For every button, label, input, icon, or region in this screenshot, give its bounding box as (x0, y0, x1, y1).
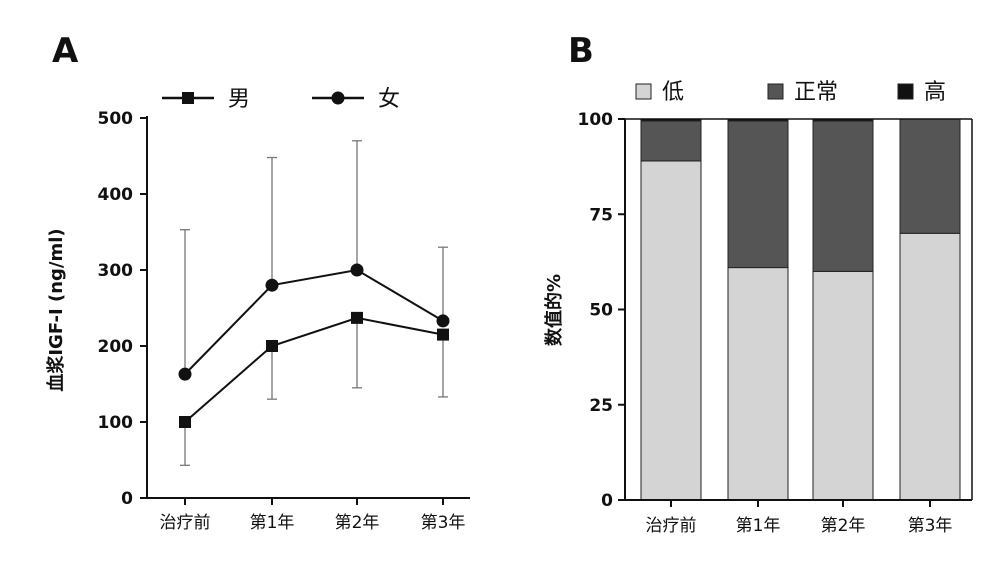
panel-a-point-female (178, 367, 192, 381)
panel-b-bar-segment-normal (640, 120, 702, 162)
panel-a-point-male (351, 311, 363, 324)
panel-b-x-tick-label: 第2年 (821, 516, 866, 536)
panel-a-legend-label-female: 女 (378, 87, 400, 112)
panel-b-bar-segment-normal (727, 120, 789, 269)
panel-b-bar-segment-low (727, 267, 789, 501)
panel-a-line-chart: A 血浆IGF-I (ng/ml) 男女 0100200300400500治疗前… (45, 31, 470, 533)
panel-b-y-tick-label: 25 (589, 396, 613, 416)
panel-a-series-line-male (184, 316, 444, 423)
panel-a-legend-marker-female (331, 91, 345, 105)
panel-a-y-tick-label: 0 (121, 489, 133, 509)
panel-a-y-tick-label: 200 (98, 337, 134, 357)
panel-b-bar-segment-normal (812, 120, 874, 272)
panel-a-legend: 男女 (162, 87, 400, 112)
panel-a-axes: 0 100 200 300 400 500 治疗前 第1年 第2年 第3年 (98, 109, 470, 533)
panel-a-point-female (350, 263, 364, 277)
panel-b-legend-label-low: 低 (662, 80, 684, 105)
panel-a-point-male (266, 340, 278, 352)
panel-b-y-axis-label: 数值的% (543, 274, 565, 346)
panel-b-legend-swatch-high (897, 83, 914, 100)
panel-a-x-tick-label: 第3年 (421, 513, 466, 533)
panel-a-x-tick-label: 第1年 (250, 513, 295, 533)
panel-b-legend: 低 正常 高 (635, 80, 946, 105)
panel-b-x-tick-label: 第1年 (736, 516, 781, 536)
panel-b-bar-segment-normal (899, 118, 961, 234)
panel-a-y-tick-label: 500 (98, 109, 134, 129)
panel-b-x-tick-label: 第3年 (908, 516, 953, 536)
panel-b-legend-label-high: 高 (924, 80, 946, 105)
panel-a-x-tick-label: 治疗前 (160, 513, 211, 533)
panel-b-y-tick-label: 50 (589, 301, 613, 321)
panel-a-point-male (179, 416, 191, 428)
panel-b-y-tick-label: 100 (578, 110, 614, 130)
panel-a-label: A (52, 31, 79, 71)
panel-b-bar-segment-low (899, 232, 961, 501)
panel-a-point-male (437, 328, 449, 341)
panel-a-point-female (265, 278, 279, 292)
panel-b-y-tick-label: 0 (601, 491, 613, 511)
panel-a-legend-label-male: 男 (228, 87, 250, 112)
panel-b-legend-swatch-normal (767, 83, 784, 100)
panel-b-bar-segment-low (640, 160, 702, 501)
panel-a-x-tick-label: 第2年 (335, 513, 380, 533)
panel-a-y-tick-label: 300 (98, 261, 134, 281)
panel-b-bar-segment-low (812, 270, 874, 501)
panel-b-axes: 0 25 50 75 100 治疗前 第1年 第2年 第3年 (578, 110, 973, 536)
panel-b-stacked-bar-chart: B 数值的% 低 正常 高 0 25 50 75 100 治疗前 第1年 第2年 第3年 (543, 31, 973, 536)
panel-a-point-female (436, 314, 450, 328)
panel-a-y-axis-label: 血浆IGF-I (ng/ml) (45, 228, 67, 391)
panel-a-y-tick-label: 400 (98, 185, 134, 205)
panel-a-series (178, 140, 450, 466)
panel-b-x-tick-label: 治疗前 (646, 516, 697, 536)
panel-b-legend-label-normal: 正常 (794, 80, 838, 105)
panel-b-y-tick-label: 75 (589, 205, 613, 225)
panel-a-series-line-female (184, 268, 444, 375)
panel-b-label: B (568, 31, 594, 71)
panel-a-y-tick-label: 100 (98, 413, 134, 433)
panel-b-legend-swatch-low (635, 83, 652, 100)
panel-b-bars (640, 118, 961, 501)
panel-a-legend-marker-male (182, 92, 194, 104)
